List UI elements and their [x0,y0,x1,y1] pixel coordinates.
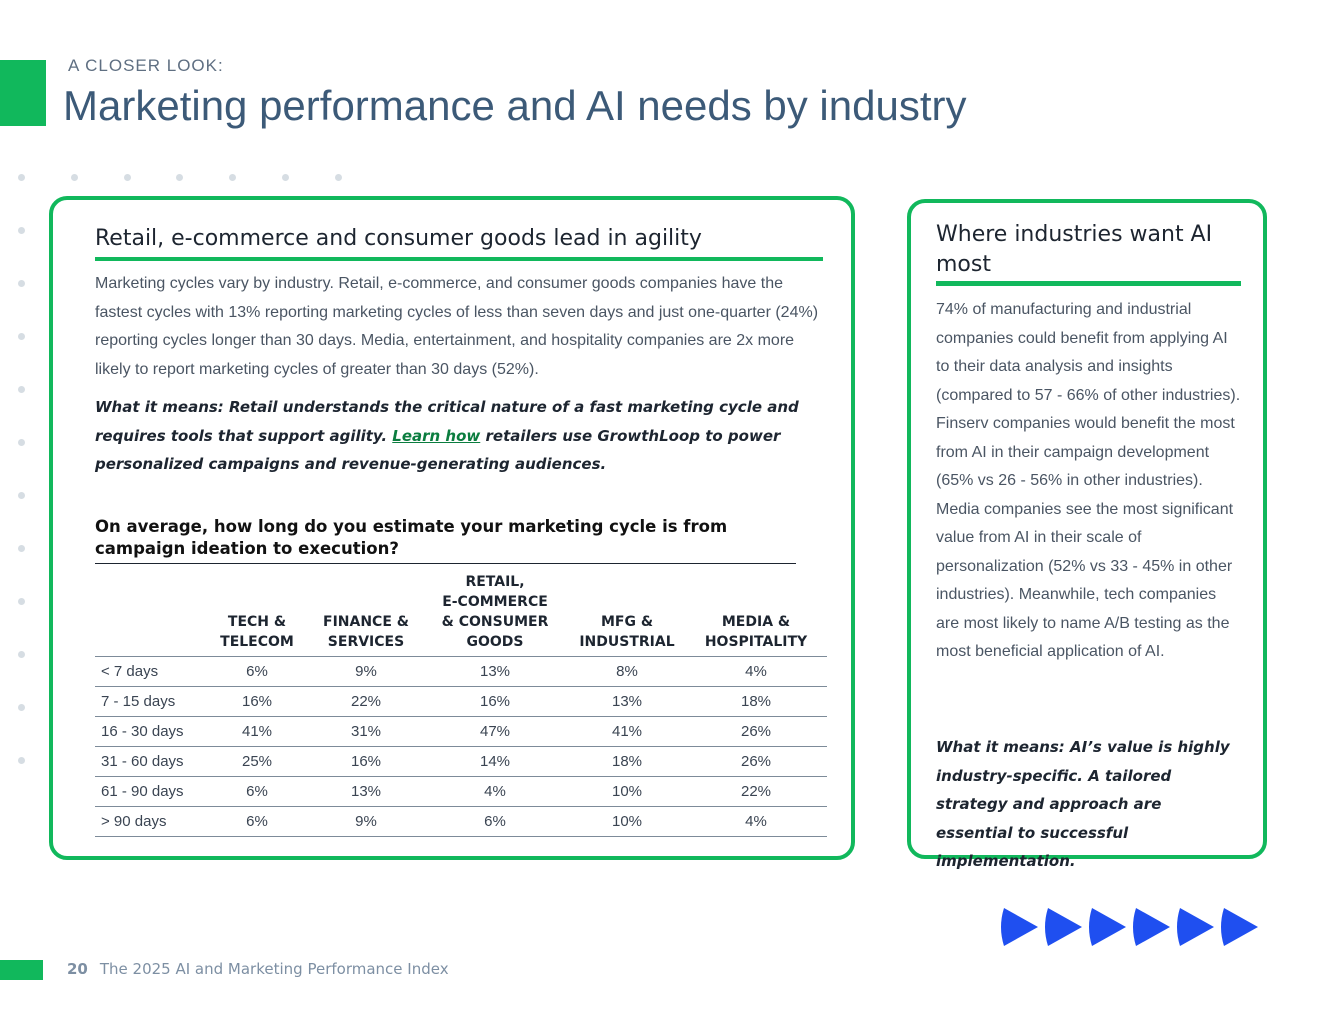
arrow-icon [1045,908,1082,946]
arrow-icon [1089,908,1126,946]
table-cell: 16% [421,686,569,717]
table-cell: 18% [569,746,685,777]
column-header: MFG & INDUSTRIAL [579,614,675,650]
table-cell: 41% [569,716,685,747]
table-cell: 47% [421,716,569,747]
cycle-length-table: TECH & TELECOM FINANCE & SERVICES RETAIL, E… [95,572,827,837]
table-cell: 13% [421,656,569,687]
column-header: RETAIL, E-COMMERCE & CONSUMER GOODS [441,574,549,650]
table-cell: 22% [685,776,827,807]
table-row: 7 - 15 days 16% 22% 16% 13% 18% [95,686,827,717]
table-cell: 13% [569,686,685,717]
column-header: MEDIA & HOSPITALITY [704,614,808,650]
table-cell: 4% [685,806,827,837]
what-it-means-text: What it means: Retail understands the cr… [95,393,825,479]
arrow-icon [1001,908,1038,946]
row-label: 61 - 90 days [95,776,203,807]
table-row: 31 - 60 days 25% 16% 14% 18% 26% [95,746,827,777]
row-label: < 7 days [95,656,203,687]
column-header: TECH & TELECOM [220,614,294,650]
table-cell: 6% [421,806,569,837]
column-header: FINANCE & SERVICES [323,614,409,650]
question-rule [95,563,796,564]
card-body-text: 74% of manufacturing and industrial comp… [936,301,1241,660]
card-heading: Retail, e-commerce and consumer goods le… [95,226,702,251]
row-label: > 90 days [95,806,203,837]
row-label-header [95,572,203,657]
row-label: 16 - 30 days [95,716,203,747]
table-cell: 41% [203,716,311,747]
table-cell: 25% [203,746,311,777]
heading-underline [95,257,823,261]
card-heading: Where industries want AI most [936,222,1213,277]
table-cell: 18% [685,686,827,717]
arrow-icon [1133,908,1170,946]
table-row: > 90 days 6% 9% 6% 10% 4% [95,806,827,837]
table-cell: 26% [685,746,827,777]
what-it-means-before: What it means: Retail understands the cr… [95,398,799,445]
table-cell: 8% [569,656,685,687]
table-cell: 10% [569,806,685,837]
table-cell: 9% [311,806,421,837]
decorative-arrows [1001,908,1258,946]
card-body-text: Marketing cycles vary by industry. Retai… [95,275,819,378]
table-cell: 6% [203,806,311,837]
survey-question: On average, how long do you estimate you… [95,517,728,558]
row-label: 7 - 15 days [95,686,203,717]
arrow-icon [1177,908,1214,946]
table-cell: 6% [203,656,311,687]
table-cell: 4% [421,776,569,807]
table-cell: 22% [311,686,421,717]
table-cell: 13% [311,776,421,807]
table-row: 61 - 90 days 6% 13% 4% 10% 22% [95,776,827,807]
table-cell: 31% [311,716,421,747]
table-cell: 26% [685,716,827,747]
table-row: 16 - 30 days 41% 31% 47% 41% 26% [95,716,827,747]
retail-agility-card: Retail, e-commerce and consumer goods le… [49,196,855,860]
page-number: 20 [67,960,88,978]
table-cell: 14% [421,746,569,777]
row-label: 31 - 60 days [95,746,203,777]
learn-how-link[interactable]: Learn how [392,426,481,445]
page-footer: 20 The 2025 AI and Marketing Performance … [67,960,449,978]
table-header-row: TECH & TELECOM FINANCE & SERVICES RETAIL, E… [95,572,827,657]
table-cell: 16% [311,746,421,777]
accent-bar-footer [0,960,43,980]
accent-bar-top [0,60,46,126]
ai-needs-card: Where industries want AI most 74% of man… [907,199,1267,870]
page-title: Marketing performance and AI needs by in… [63,82,967,129]
table-cell: 4% [685,656,827,687]
table-cell: 16% [203,686,311,717]
eyebrow-label: A CLOSER LOOK: [68,56,224,75]
heading-underline [936,281,1241,286]
table-cell: 10% [569,776,685,807]
what-it-means-text: What it means: AI’s value is highly indu… [936,738,1230,870]
what-it-means-after: retailers use GrowthLoop to power person… [95,426,781,474]
table-cell: 6% [203,776,311,807]
arrow-icon [1221,908,1258,946]
publication-title: The 2025 AI and Marketing Performance In… [99,960,449,978]
table-row: < 7 days 6% 9% 13% 8% 4% [95,656,827,687]
table-cell: 9% [311,656,421,687]
